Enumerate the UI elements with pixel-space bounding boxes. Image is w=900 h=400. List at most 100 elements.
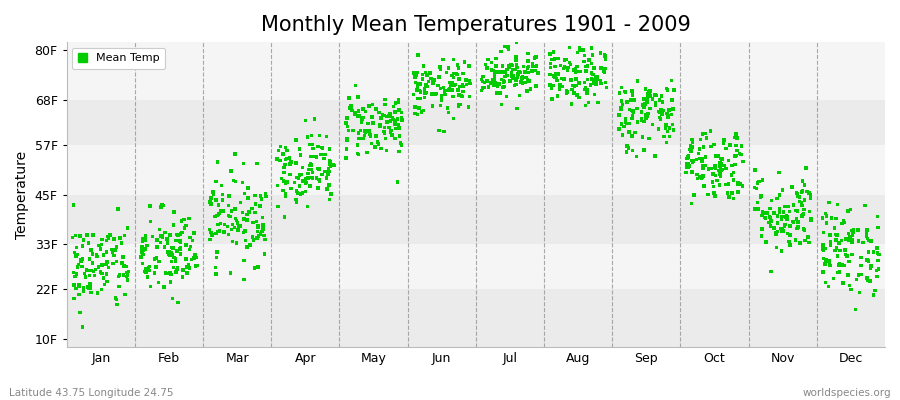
Point	[116, 272, 130, 278]
Point	[614, 106, 628, 112]
Point	[174, 251, 188, 257]
Point	[443, 79, 457, 86]
Point	[687, 192, 701, 198]
Point	[496, 69, 510, 75]
Point	[221, 202, 236, 208]
Point	[796, 206, 811, 212]
Point	[258, 194, 273, 200]
Point	[94, 269, 108, 275]
Point	[520, 78, 535, 85]
Point	[223, 214, 238, 220]
Point	[452, 65, 466, 72]
Point	[384, 127, 399, 134]
Point	[407, 70, 421, 76]
Point	[322, 196, 337, 203]
Point	[204, 232, 219, 238]
Point	[283, 155, 297, 162]
Point	[138, 246, 152, 252]
Point	[699, 135, 714, 141]
Point	[377, 130, 392, 136]
Point	[419, 82, 434, 88]
Point	[369, 133, 383, 139]
Point	[551, 71, 565, 77]
Point	[424, 75, 438, 82]
Point	[638, 101, 652, 108]
Point	[701, 191, 716, 198]
Point	[375, 112, 390, 118]
Point	[173, 231, 187, 237]
Point	[764, 268, 778, 275]
Point	[339, 136, 354, 142]
Point	[213, 208, 228, 214]
Point	[696, 163, 710, 169]
Point	[418, 86, 432, 92]
Point	[165, 252, 179, 258]
Point	[511, 69, 526, 75]
Point	[760, 210, 774, 216]
Point	[378, 135, 392, 142]
Point	[162, 252, 176, 258]
Point	[348, 110, 363, 116]
Point	[158, 230, 173, 236]
Point	[408, 110, 422, 117]
Point	[250, 228, 265, 235]
Point	[434, 102, 448, 109]
Point	[434, 96, 448, 102]
Point	[277, 169, 292, 176]
Point	[155, 234, 169, 240]
Point	[452, 92, 466, 98]
Point	[187, 255, 202, 261]
Point	[135, 249, 149, 255]
Point	[91, 264, 105, 270]
Point	[105, 248, 120, 255]
Point	[572, 80, 587, 86]
Point	[283, 161, 297, 167]
Point	[782, 238, 796, 244]
Point	[615, 101, 629, 108]
Point	[96, 252, 111, 258]
Point	[409, 72, 423, 78]
Point	[768, 210, 782, 216]
Point	[210, 249, 224, 255]
Point	[843, 206, 858, 212]
Point	[86, 268, 101, 275]
Point	[227, 177, 241, 184]
Point	[291, 190, 305, 196]
Point	[233, 223, 248, 229]
Point	[237, 160, 251, 167]
Point	[498, 43, 512, 50]
Point	[778, 213, 793, 220]
Point	[355, 115, 369, 122]
Point	[659, 139, 673, 146]
Point	[496, 84, 510, 91]
Point	[860, 257, 874, 263]
Point	[436, 84, 451, 90]
Point	[174, 239, 188, 245]
Point	[290, 199, 304, 205]
Point	[246, 220, 260, 226]
Point	[569, 76, 583, 82]
Point	[241, 184, 256, 191]
Point	[704, 165, 718, 172]
Point	[782, 208, 796, 215]
Point	[339, 120, 354, 126]
Point	[708, 172, 723, 179]
Point	[176, 274, 190, 280]
Point	[832, 262, 846, 268]
Point	[638, 86, 652, 92]
Point	[148, 270, 162, 276]
Point	[484, 67, 499, 73]
Point	[203, 230, 218, 236]
Point	[801, 234, 815, 240]
Point	[791, 224, 806, 230]
Point	[202, 226, 217, 232]
Point	[584, 60, 598, 67]
Point	[680, 156, 694, 162]
Point	[824, 262, 838, 269]
Point	[392, 97, 406, 103]
Point	[83, 284, 97, 290]
Point	[524, 85, 538, 92]
Point	[764, 198, 778, 204]
Point	[295, 190, 310, 196]
Point	[845, 227, 859, 234]
